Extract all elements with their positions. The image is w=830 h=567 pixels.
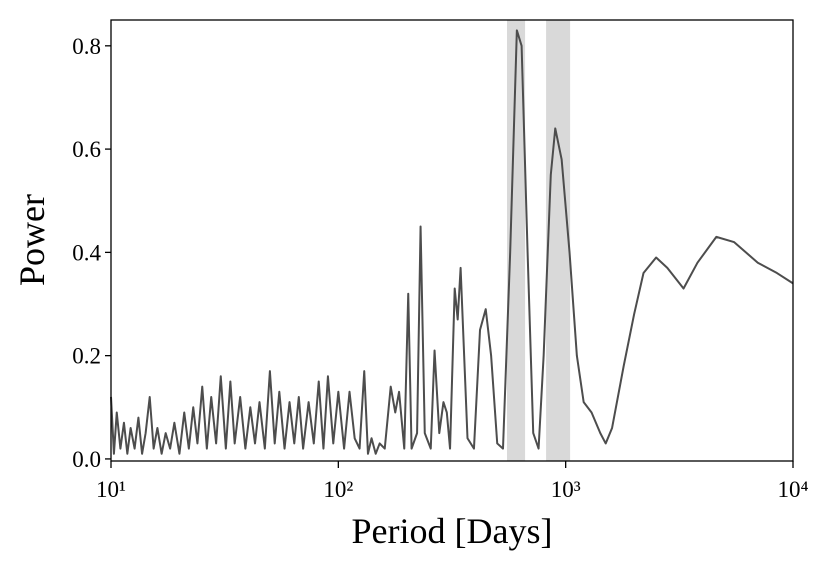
x-axis-label: Period [Days] (352, 511, 553, 551)
highlight-span (546, 20, 571, 461)
x-tick-label: 10⁴ (777, 477, 808, 502)
series-line (110, 29, 794, 455)
plot-frame (110, 19, 794, 462)
y-axis-label: Power (12, 194, 52, 286)
x-tick-label: 10² (323, 477, 353, 502)
y-tick-label: 0.2 (72, 344, 101, 369)
y-tick-label: 0.6 (72, 137, 101, 162)
y-tick-label: 0.0 (72, 447, 101, 472)
highlight-span (507, 20, 526, 461)
y-tick-label: 0.8 (72, 34, 101, 59)
x-tick-label: 10¹ (96, 477, 126, 502)
y-tick-label: 0.4 (72, 240, 101, 265)
x-tick-label: 10³ (551, 477, 581, 502)
